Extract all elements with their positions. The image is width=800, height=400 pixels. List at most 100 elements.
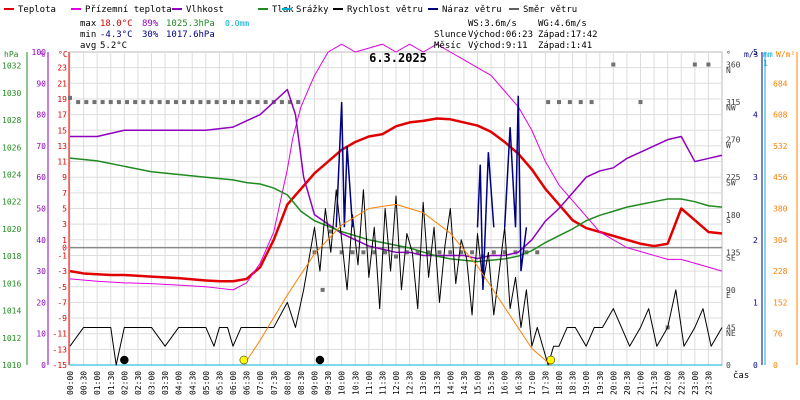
sunrise-info: Východ:06:23 xyxy=(468,30,533,40)
x-tick-label: 09:00 xyxy=(311,371,320,395)
wind-direction-point xyxy=(320,287,325,292)
x-tick-label: 10:30 xyxy=(351,371,360,395)
direction-tick-label: NE xyxy=(726,329,736,338)
stat-max-press: 1025.3hPa xyxy=(166,19,215,29)
x-tick-label: 12:30 xyxy=(406,371,415,395)
wind-direction-point xyxy=(76,100,81,105)
x-tick-label: 13:30 xyxy=(433,371,442,395)
x-tick-label: 18:30 xyxy=(569,371,578,395)
x-tick-label: 00:00 xyxy=(66,371,75,395)
solar-tick-label: 228 xyxy=(773,267,788,276)
direction-tick-label: 0 xyxy=(726,361,731,370)
temperature-tick-label: -3 xyxy=(57,267,67,276)
humidity-tick-label: 40 xyxy=(36,236,46,245)
stat-avg-temp: 5.2°C xyxy=(100,41,127,51)
humidity-tick-label: 20 xyxy=(36,298,46,307)
series-line-6 xyxy=(476,152,495,290)
wind-direction-point xyxy=(173,100,178,105)
direction-tick-label: 315 xyxy=(726,98,741,107)
wind-direction-point xyxy=(491,250,496,255)
temperature-tick-label: 11 xyxy=(57,158,67,167)
wind-direction-point xyxy=(288,100,293,105)
temperature-tick-label: 7 xyxy=(62,189,67,198)
wind-direction-point xyxy=(165,100,170,105)
direction-tick-label: 90 xyxy=(726,286,736,295)
wind-direction-point xyxy=(231,100,235,105)
x-tick-label: 07:30 xyxy=(270,371,279,395)
wind-direction-point xyxy=(470,250,475,255)
stat-max-temp: 18.0°C xyxy=(100,19,133,29)
temperature-tick-label: 9 xyxy=(62,173,67,182)
stat-avg-label: avg xyxy=(80,41,96,51)
moonset-info: Západ:1:41 xyxy=(538,41,592,51)
wind-direction-point xyxy=(448,250,453,255)
wind-direction-point xyxy=(535,250,540,255)
wind-direction-point xyxy=(116,100,121,105)
x-tick-label: 01:00 xyxy=(93,371,102,395)
series-line-0 xyxy=(69,117,723,283)
wind-direction-point xyxy=(372,250,377,255)
moonrise-info: Východ:9:11 xyxy=(468,41,528,51)
legend-label: Vlhkost xyxy=(186,5,224,15)
wind-direction-point xyxy=(361,250,366,255)
wind-direction-point xyxy=(214,100,219,105)
temperature-tick-label: 23 xyxy=(57,64,67,73)
pressure-tick-label: 1012 xyxy=(2,334,21,343)
series-line-3 xyxy=(69,157,723,263)
temperature-tick-label: -1 xyxy=(57,251,67,260)
wind-direction-point xyxy=(206,100,211,105)
wind-direction-point xyxy=(339,250,344,255)
pressure-tick-label: 1016 xyxy=(2,279,21,288)
series-line-6 xyxy=(335,102,354,228)
x-tick-label: 06:30 xyxy=(243,371,252,395)
wind-direction-point xyxy=(279,100,284,105)
pressure-unit: hPa xyxy=(4,50,19,59)
humidity-tick-label: 30 xyxy=(36,267,46,276)
x-tick-label: 20:30 xyxy=(623,371,632,395)
stat-min-label: min xyxy=(80,30,96,40)
temperature-unit: °C xyxy=(58,50,68,59)
pressure-tick-label: 1024 xyxy=(2,170,21,179)
wind-direction-point xyxy=(459,250,464,255)
direction-tick-label: 360 xyxy=(726,61,741,70)
solar-tick-label: 304 xyxy=(773,236,788,245)
x-tick-label: 08:00 xyxy=(283,371,292,395)
x-tick-label: 15:00 xyxy=(474,371,483,395)
x-tick-label: 23:30 xyxy=(704,371,713,395)
wind-direction-point xyxy=(578,100,583,105)
pressure-tick-label: 1030 xyxy=(2,89,21,98)
x-tick-label: 14:00 xyxy=(446,371,455,395)
pressure-tick-label: 1028 xyxy=(2,116,21,125)
wind-direction-point xyxy=(108,100,113,105)
wind-speed-info: WS:3.6m/s xyxy=(468,19,517,29)
wind-direction-point xyxy=(157,100,162,105)
wind-direction-point xyxy=(222,100,227,105)
wind-direction-point xyxy=(611,62,616,67)
temperature-tick-label: -7 xyxy=(57,298,67,307)
x-tick-label: 11:30 xyxy=(378,371,387,395)
wind-direction-point xyxy=(198,100,203,105)
wind-direction-point xyxy=(394,254,398,259)
x-tick-label: 04:00 xyxy=(175,371,184,395)
rain-tick-label: 1 xyxy=(763,59,768,68)
wind-direction-point xyxy=(296,100,301,105)
wind-direction-point xyxy=(133,100,138,105)
wind-direction-point xyxy=(84,100,89,105)
temperature-tick-label: 1 xyxy=(62,236,67,245)
x-tick-label: 20:00 xyxy=(609,371,618,395)
wind-direction-point xyxy=(247,100,252,105)
series-line-7 xyxy=(243,203,552,366)
pressure-tick-label: 1010 xyxy=(2,361,21,370)
wind-direction-point xyxy=(567,100,572,105)
wind-direction-point xyxy=(426,250,431,255)
sunrise-marker xyxy=(239,355,249,365)
x-tick-label: 07:00 xyxy=(256,371,265,395)
solar-unit: W/m² xyxy=(776,50,795,59)
x-tick-label: 18:00 xyxy=(555,371,564,395)
direction-tick-label: NW xyxy=(726,103,736,112)
wind-direction-point xyxy=(350,250,355,255)
wind-direction-point xyxy=(328,229,333,234)
humidity-tick-label: 90 xyxy=(36,79,46,88)
